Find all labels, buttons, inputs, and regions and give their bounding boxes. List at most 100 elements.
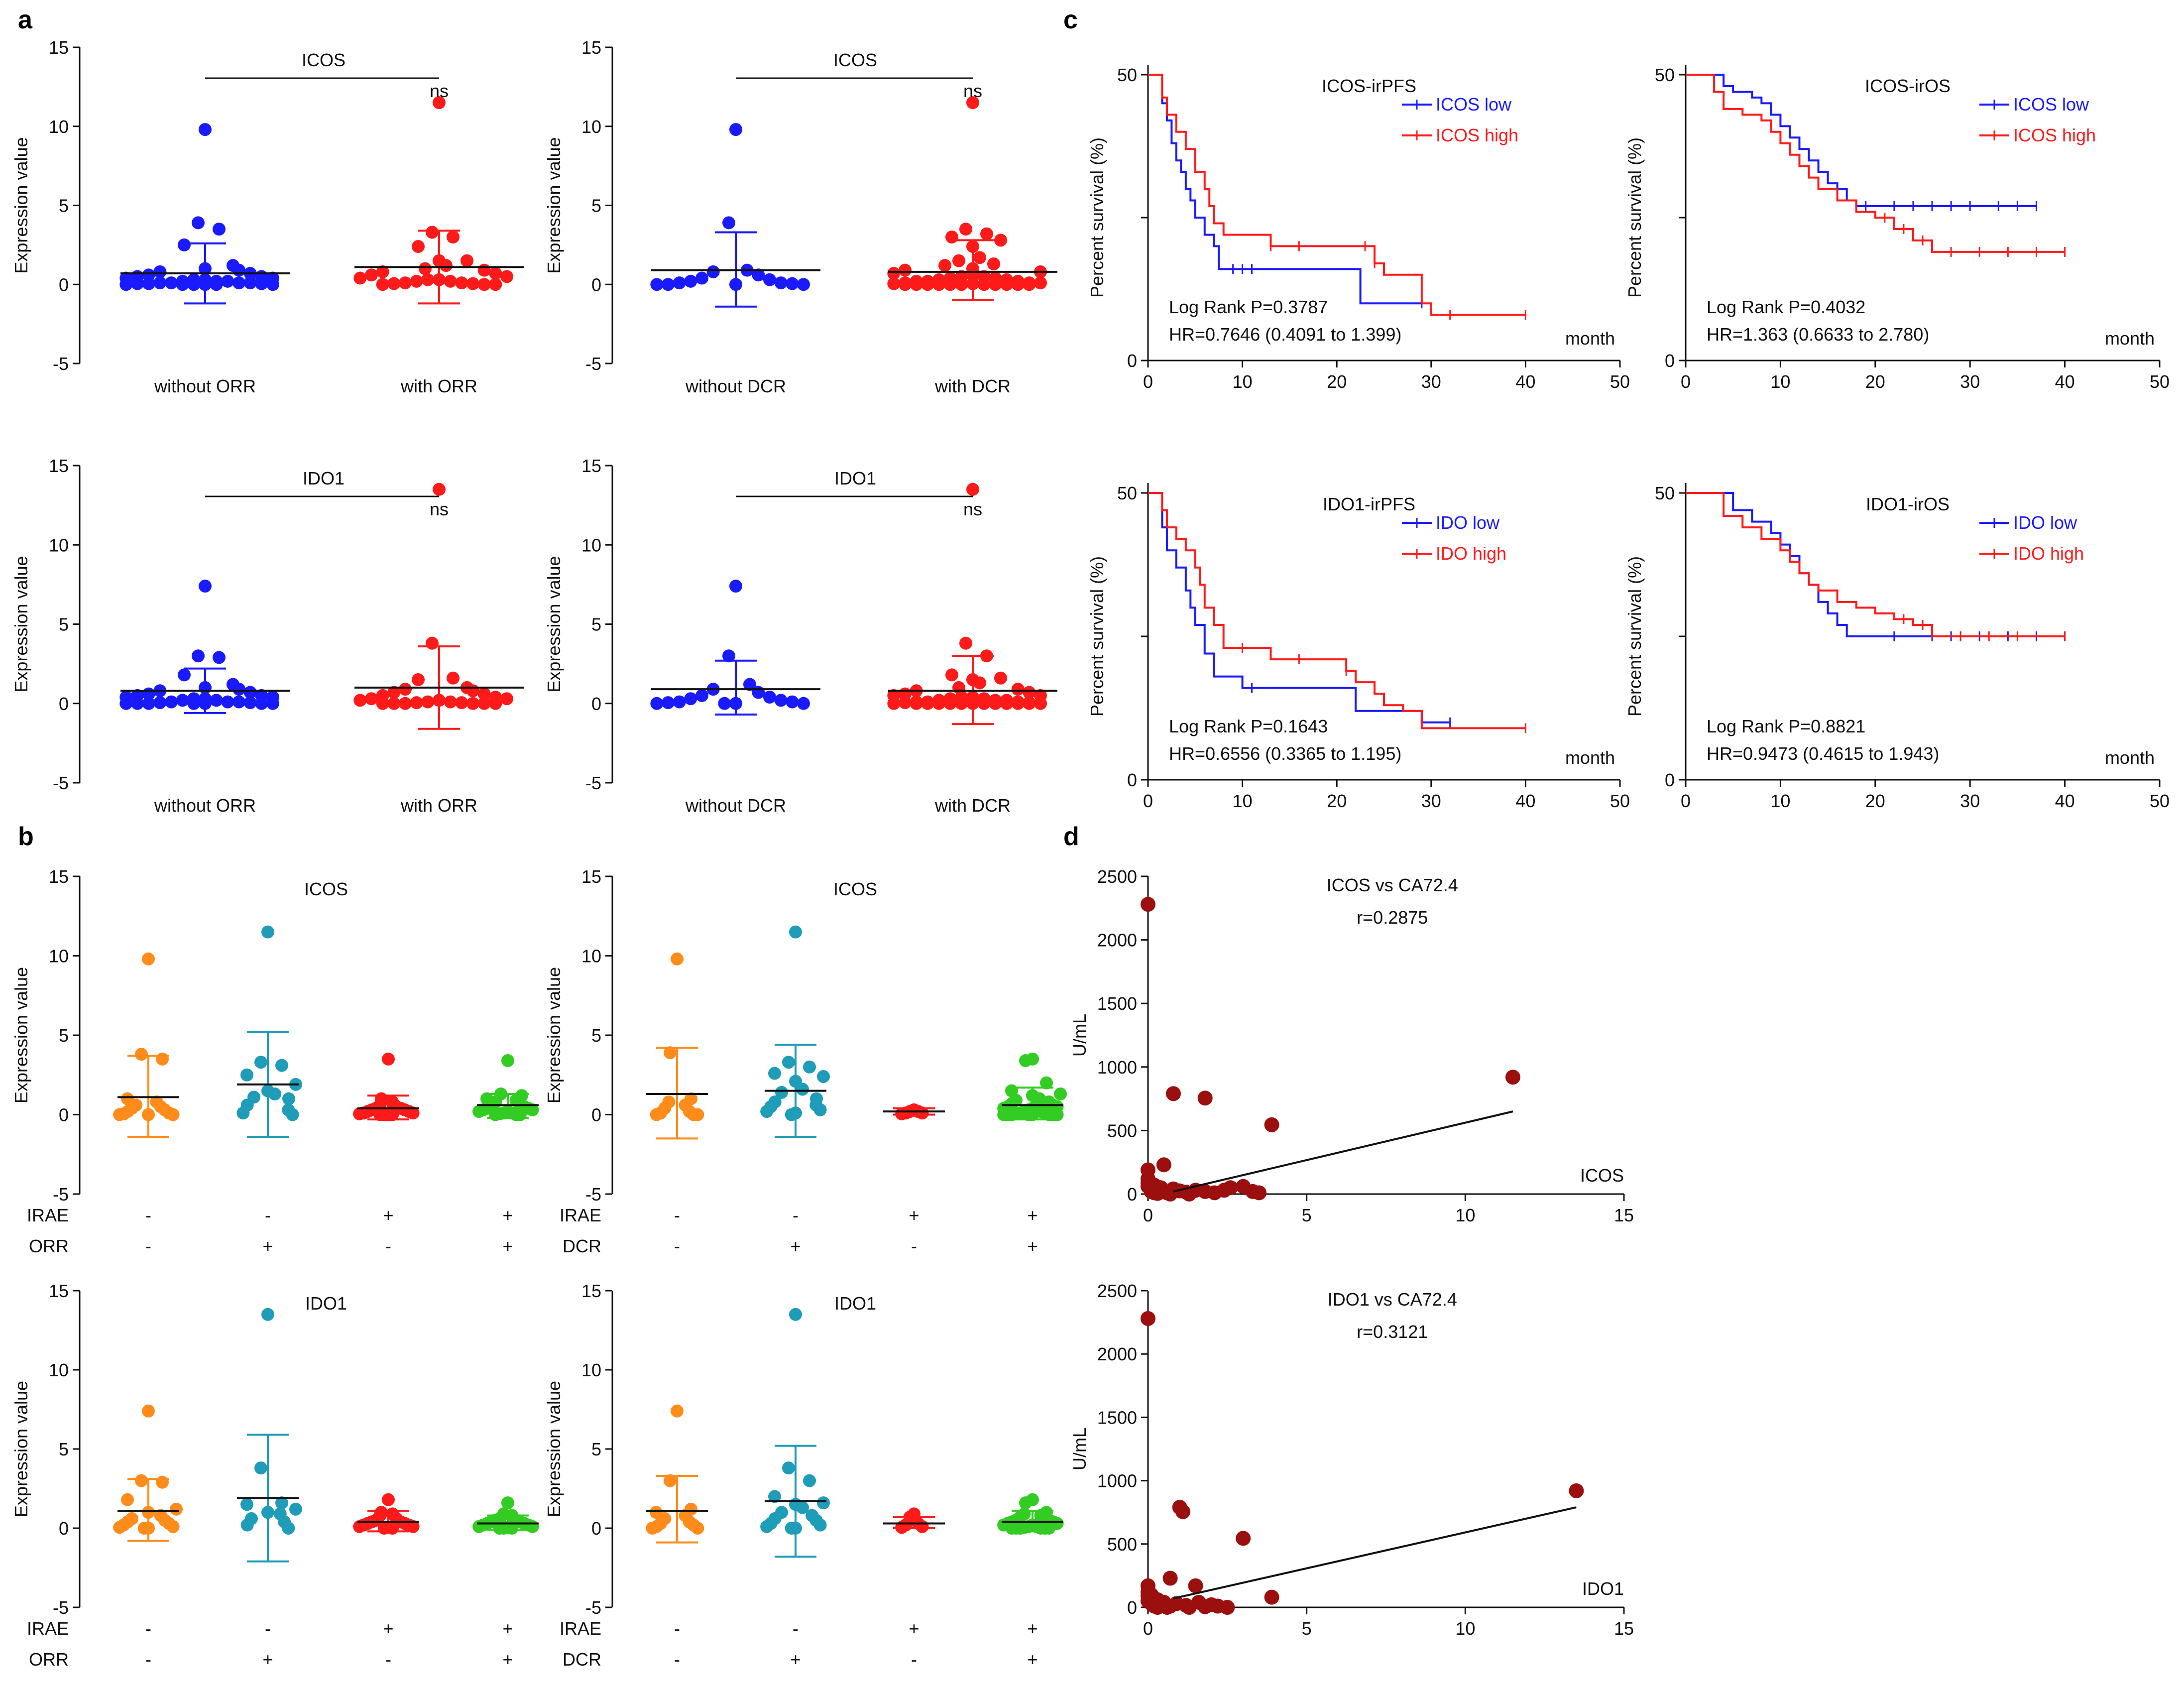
row-label: IRAE (27, 1618, 69, 1639)
legend-label: ICOS low (1436, 94, 1512, 115)
data-point (959, 636, 972, 650)
row-value: + (1027, 1205, 1037, 1225)
data-point (447, 231, 460, 243)
data-point (1019, 1054, 1032, 1068)
x-axis-label: month (2105, 747, 2155, 768)
data-point (199, 580, 212, 593)
row-value: - (911, 1649, 917, 1670)
x-tick-label: 0 (1143, 1618, 1153, 1639)
data-point (989, 697, 1002, 710)
y-tick-label: 10 (581, 1360, 601, 1380)
data-point (899, 696, 912, 710)
stats-label: HR=1.363 (0.6633 to 2.780) (1707, 324, 1929, 345)
data-point (1000, 278, 1013, 291)
stats-label: Log Rank P=0.1643 (1169, 716, 1328, 736)
data-point (1264, 1589, 1279, 1605)
x-axis-label: month (2105, 328, 2155, 349)
data-point (760, 1520, 774, 1533)
data-point (243, 686, 257, 699)
data-point (1011, 697, 1025, 710)
y-tick-label: 0 (1127, 351, 1137, 371)
chart-title: ICOS (833, 50, 877, 70)
y-tick-label: -5 (53, 1597, 69, 1618)
survival-curve (1148, 74, 1422, 305)
y-tick-label: 15 (49, 866, 69, 887)
row-label: IRAE (560, 1205, 601, 1225)
y-axis-label: Expression value (11, 1381, 31, 1517)
data-point (774, 694, 788, 707)
y-tick-label: 15 (581, 37, 601, 58)
data-point (887, 697, 901, 710)
row-value: - (793, 1205, 799, 1225)
data-point (1181, 1187, 1197, 1202)
data-point (477, 278, 491, 291)
panel-letter-a: a (18, 5, 32, 34)
y-tick-label: 50 (1117, 483, 1137, 503)
chart-c3: 0 10 20 30 40 50 0 50 Percent survival (%) IDO1-i… (1087, 483, 1630, 811)
data-point (1181, 1600, 1197, 1615)
row-value: - (265, 1205, 271, 1225)
y-axis-label: Expression value (11, 556, 31, 692)
data-point (500, 692, 513, 706)
chart-title: ICOS (304, 879, 348, 899)
chart-d1: 0 5 10 15 0 500 1000 1500 2000 2500 U/mL ICOS vs CA… (1069, 866, 1634, 1225)
x-tick-label: 40 (1515, 791, 1535, 811)
data-point (752, 686, 765, 699)
data-point (135, 1474, 148, 1487)
x-tick-label: 20 (1865, 371, 1885, 392)
data-point (419, 262, 432, 275)
data-point (786, 695, 799, 709)
data-point (387, 697, 401, 710)
survival-curve (1686, 492, 2065, 637)
data-point (353, 271, 367, 285)
data-point (399, 697, 412, 710)
y-tick-label: 1500 (1097, 1407, 1137, 1428)
data-point (406, 1106, 420, 1120)
chart-title: IDO1-irPFS (1323, 494, 1415, 514)
chart-subtitle: r=0.3121 (1357, 1322, 1428, 1342)
data-point (240, 1518, 254, 1532)
data-point (489, 697, 502, 710)
x-tick-label: 50 (1610, 371, 1630, 392)
x-tick-label: 40 (1515, 371, 1535, 392)
y-tick-label: 50 (1655, 483, 1675, 503)
data-point (760, 1105, 774, 1118)
data-point (650, 1108, 663, 1121)
data-point (466, 697, 479, 710)
x-tick-label: 30 (1421, 791, 1441, 811)
chart-b3: -5 0 5 10 15 Expression value IDO1 IRAE - - + + ORR -… (11, 1281, 539, 1670)
data-point (376, 697, 389, 710)
data-point (131, 277, 144, 290)
data-point (729, 123, 742, 136)
row-value: + (502, 1618, 513, 1639)
data-point (1156, 1157, 1171, 1173)
data-point (406, 1520, 420, 1533)
data-point (489, 1108, 502, 1121)
data-point (166, 1520, 180, 1533)
data-point (789, 1308, 802, 1321)
data-point (382, 1493, 395, 1506)
y-tick-label: 2000 (1097, 930, 1137, 951)
data-point (973, 676, 986, 690)
data-point (989, 278, 1002, 291)
data-point (1188, 1578, 1203, 1593)
data-point (232, 695, 245, 709)
stats-label: Log Rank P=0.8821 (1707, 716, 1865, 736)
x-tick-label: 10 (1770, 371, 1790, 392)
data-point (178, 238, 191, 251)
row-value: + (909, 1618, 919, 1639)
row-label: ORR (29, 1649, 69, 1670)
data-point (399, 276, 412, 290)
x-axis-label: month (1565, 328, 1615, 349)
data-point (353, 694, 367, 707)
data-point (887, 277, 901, 290)
x-tick-label: 30 (1421, 371, 1441, 392)
data-point (650, 278, 664, 291)
data-point (1223, 1180, 1238, 1196)
x-tick-label: 20 (1327, 371, 1347, 392)
data-point (1236, 1531, 1251, 1546)
data-point (691, 1522, 704, 1535)
data-point (684, 274, 697, 288)
data-point (673, 276, 686, 290)
data-point (1000, 697, 1013, 710)
